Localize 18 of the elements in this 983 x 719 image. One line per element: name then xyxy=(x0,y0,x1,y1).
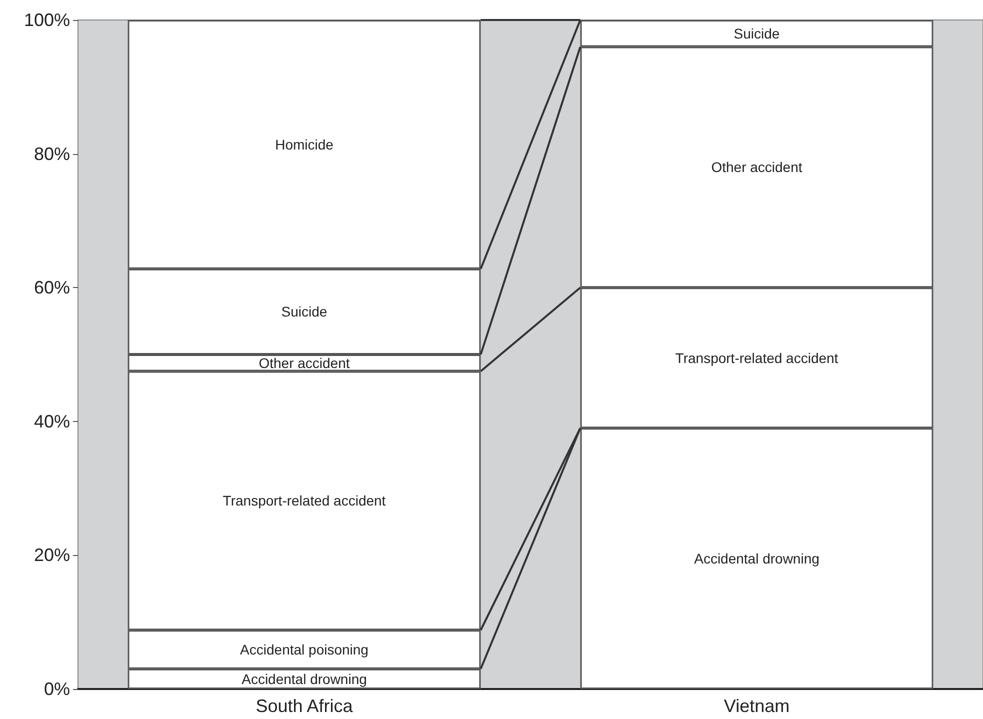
text: Accidental drowning xyxy=(694,550,820,567)
y-tick-label: 60% xyxy=(34,278,70,298)
x-tick-label: Vietnam xyxy=(724,696,790,716)
x-tick-label: South Africa xyxy=(256,696,354,716)
series-label: Suicide xyxy=(734,25,780,42)
text: Suicide xyxy=(281,304,328,320)
series-label: Homicide xyxy=(275,136,334,152)
series-label: Other accident xyxy=(258,354,350,371)
series-label: Transport-related accident xyxy=(675,350,838,366)
text: Transport-related accident xyxy=(222,492,386,509)
text: Other accident xyxy=(711,159,802,176)
y-tick-label: 80% xyxy=(34,144,70,164)
series-label: Accidental drowning xyxy=(242,670,367,687)
y-tick-label: 0% xyxy=(44,679,70,699)
y-tick-label: 100% xyxy=(24,10,70,30)
series-label: Accidental poisoning xyxy=(240,642,368,658)
y-tick-label: 20% xyxy=(34,545,70,566)
y-tick-label: 40% xyxy=(34,411,70,432)
